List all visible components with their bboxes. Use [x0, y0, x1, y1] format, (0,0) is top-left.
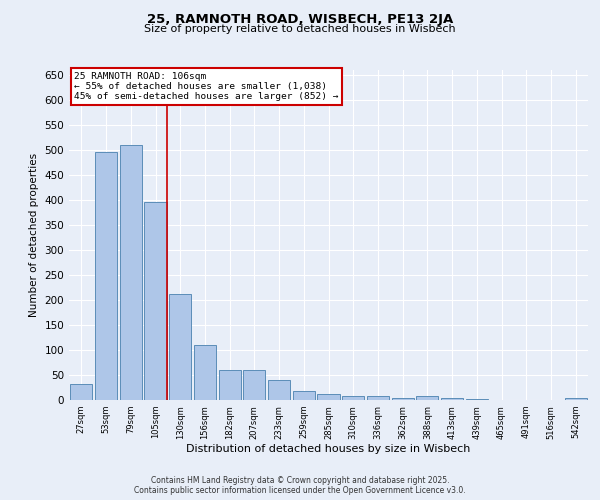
Bar [194, 345, 216, 400]
Bar [342, 396, 364, 400]
Bar [218, 370, 241, 400]
Bar [317, 394, 340, 400]
Bar [441, 398, 463, 400]
Text: 25 RAMNOTH ROAD: 106sqm
← 55% of detached houses are smaller (1,038)
45% of semi: 25 RAMNOTH ROAD: 106sqm ← 55% of detache… [74, 72, 338, 102]
Y-axis label: Number of detached properties: Number of detached properties [29, 153, 39, 317]
Bar [416, 396, 439, 400]
Text: Contains HM Land Registry data © Crown copyright and database right 2025.: Contains HM Land Registry data © Crown c… [151, 476, 449, 485]
Bar [95, 152, 117, 400]
Bar [268, 380, 290, 400]
Bar [367, 396, 389, 400]
Bar [293, 391, 315, 400]
Text: Size of property relative to detached houses in Wisbech: Size of property relative to detached ho… [144, 24, 456, 34]
Bar [119, 145, 142, 400]
Bar [169, 294, 191, 400]
Text: Contains public sector information licensed under the Open Government Licence v3: Contains public sector information licen… [134, 486, 466, 495]
Bar [70, 384, 92, 400]
Bar [565, 398, 587, 400]
Bar [243, 370, 265, 400]
Bar [145, 202, 167, 400]
Bar [466, 399, 488, 400]
Text: 25, RAMNOTH ROAD, WISBECH, PE13 2JA: 25, RAMNOTH ROAD, WISBECH, PE13 2JA [147, 12, 453, 26]
Bar [392, 398, 414, 400]
X-axis label: Distribution of detached houses by size in Wisbech: Distribution of detached houses by size … [187, 444, 470, 454]
